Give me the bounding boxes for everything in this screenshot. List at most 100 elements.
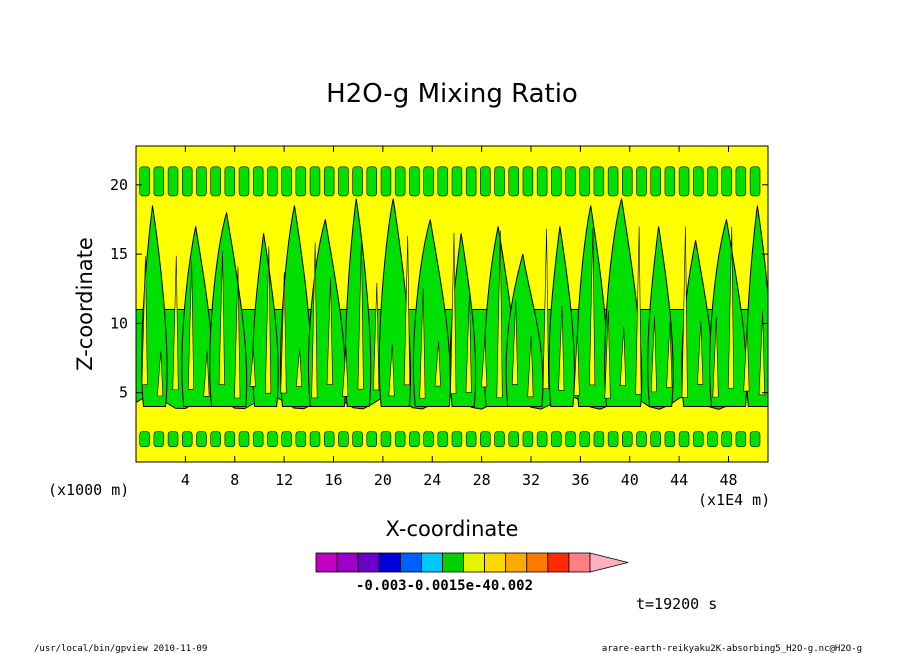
dry-streak (218, 251, 225, 385)
band-blob (252, 431, 264, 448)
band-blob (749, 431, 761, 448)
dry-streak (727, 226, 735, 389)
x-tick-label: 44 (670, 471, 688, 489)
time-label: t=19200 s (636, 595, 717, 613)
dry-streak (172, 255, 179, 391)
band-blob (579, 431, 590, 448)
band-blob (323, 166, 335, 197)
band-blob (281, 431, 292, 448)
band-blob (423, 431, 434, 448)
band-blob (749, 166, 761, 197)
band-blob (309, 166, 321, 197)
band-blob (551, 166, 562, 197)
x-axis: 4 8 12 16 20 24 28 32 36 40 44 48 (181, 146, 738, 489)
band-blob (465, 166, 477, 197)
band-blob (721, 431, 732, 448)
dry-streak (650, 316, 657, 393)
band-blob (622, 431, 633, 448)
band-blob (366, 431, 378, 448)
colorbar-swatch (484, 552, 507, 573)
band-blob (735, 166, 747, 197)
y-axis-title: Z-coordinate (73, 237, 97, 371)
chart-title: H2O-g Mixing Ratio (326, 79, 578, 109)
colorbar-swatch (505, 552, 528, 573)
band-blob (281, 166, 292, 197)
dry-streak (666, 321, 673, 388)
band-blob (565, 431, 576, 448)
x-unit-label: (x1E4 m) (698, 491, 770, 509)
band-blob (536, 166, 548, 197)
band-blob (366, 166, 378, 197)
plot-area (136, 146, 768, 462)
footer-left: /usr/local/bin/gpview 2010-11-09 (34, 644, 207, 654)
colorbar-swatch (357, 552, 380, 573)
x-tick-label: 16 (324, 471, 342, 489)
dry-streak (465, 294, 472, 393)
band-blob (338, 166, 349, 197)
dry-streak (265, 246, 272, 394)
dry-streak (234, 266, 241, 399)
band-blob (252, 166, 264, 197)
band-blob (437, 431, 448, 448)
dry-streak (203, 350, 210, 397)
x-tick-label: 12 (275, 471, 293, 489)
band-blob (153, 431, 165, 448)
band-blob (409, 166, 420, 197)
band-blob (394, 431, 406, 448)
colorbar-swatch (442, 552, 464, 573)
colorbar-swatch (315, 552, 338, 573)
footer-right: arare-earth-reikyaku2K-absorbing5_H2O-g.… (602, 644, 862, 654)
colorbar-swatch (399, 552, 422, 573)
dry-streak (326, 277, 333, 385)
x-tick-label: 40 (621, 471, 639, 489)
moist-column (378, 198, 412, 408)
dry-streak (573, 330, 580, 396)
band-blob (139, 431, 150, 448)
band-blob (167, 431, 179, 448)
band-blob (238, 431, 250, 448)
moist-column (308, 219, 346, 408)
dry-streak (743, 326, 750, 392)
y-tick-label: 20 (110, 176, 128, 194)
moist-column (344, 198, 372, 408)
dry-streak (419, 288, 426, 399)
band-blob (352, 166, 363, 197)
dry-streak (619, 326, 627, 386)
band-blob (465, 431, 477, 448)
colorbar-swatch (568, 552, 591, 573)
band-blob (437, 166, 448, 197)
dry-streak (450, 232, 457, 395)
band-blob (153, 166, 165, 197)
band-blob (139, 166, 150, 197)
band-blob (735, 431, 747, 448)
band-blob (480, 431, 491, 448)
band-blob (295, 166, 307, 197)
band-blob (267, 431, 278, 448)
dry-streak (635, 226, 642, 395)
band-blob (423, 166, 434, 197)
x-tick-label: 20 (374, 471, 392, 489)
band-blob (522, 431, 534, 448)
moist-column (252, 233, 279, 408)
band-blob (352, 431, 363, 448)
x-tick-label: 32 (522, 471, 540, 489)
band-blob (394, 166, 406, 197)
colorbar-swatch (378, 552, 401, 573)
band-blob (210, 166, 221, 197)
band-blob (593, 166, 605, 197)
dry-streak (388, 344, 395, 397)
dry-streak (527, 334, 534, 398)
band-blob (678, 166, 690, 197)
band-blob (650, 431, 661, 448)
band-blob (409, 431, 420, 448)
band-blob (224, 166, 236, 197)
dry-streak (403, 235, 411, 386)
band-blob (607, 431, 619, 448)
band-blob (693, 431, 704, 448)
dry-streak (187, 261, 194, 390)
dry-streak (249, 350, 256, 387)
band-blob (721, 166, 732, 197)
y-tick-label: 5 (119, 384, 128, 402)
band-blob (451, 431, 463, 448)
